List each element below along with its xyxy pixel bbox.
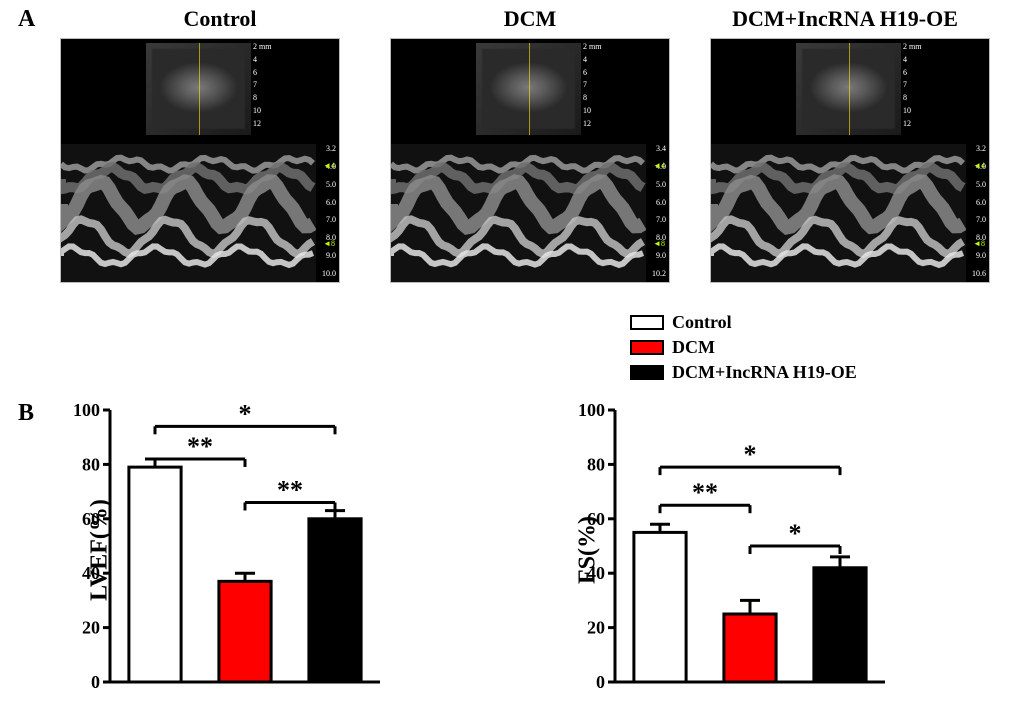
bmode-scale: 2 mm46781012 — [903, 41, 1015, 131]
legend-item: DCM — [630, 337, 857, 358]
svg-text:100: 100 — [578, 400, 605, 420]
bmode-image — [476, 43, 581, 135]
mmode-image — [391, 144, 646, 282]
legend-swatch — [630, 315, 664, 330]
svg-text:0: 0 — [91, 672, 100, 692]
svg-text:20: 20 — [82, 618, 100, 638]
svg-text:80: 80 — [82, 454, 100, 474]
svg-text:100: 100 — [73, 400, 100, 420]
svg-text:20: 20 — [587, 618, 605, 638]
echo-box-1: 2 mm467810123.44.05.06.07.08.09.010.2◄4◄… — [390, 38, 670, 283]
echo-box-0: 2 mm467810123.24.05.06.07.08.09.010.0◄4◄… — [60, 38, 340, 283]
mmode-marker: ◄8 — [323, 239, 335, 248]
mmode-marker: ◄8 — [973, 239, 985, 248]
svg-text:*: * — [239, 399, 252, 428]
mmode-image — [61, 144, 316, 282]
mmode-marker: ◄4 — [973, 161, 985, 170]
svg-text:*: * — [789, 519, 802, 548]
legend-swatch — [630, 365, 664, 380]
fs-chart: FS(%) 020406080100**** — [560, 400, 895, 700]
panel-b-label: B — [18, 400, 34, 427]
svg-text:0: 0 — [596, 672, 605, 692]
fs-ylabel: FS(%) — [575, 516, 602, 584]
mmode-marker: ◄4 — [323, 161, 335, 170]
bmode-image — [796, 43, 901, 135]
panel-a-label: A — [18, 6, 35, 33]
svg-text:*: * — [744, 440, 757, 469]
svg-text:80: 80 — [587, 454, 605, 474]
legend-label: Control — [672, 312, 732, 333]
lvef-chart: LVEF(%) 020406080100***** — [55, 400, 390, 700]
legend-label: DCM — [672, 337, 715, 358]
group-title-dcm-oe: DCM+IncRNA H19-OE — [700, 6, 990, 32]
legend-label: DCM+IncRNA H19-OE — [672, 362, 857, 383]
legend-swatch — [630, 340, 664, 355]
svg-text:**: ** — [277, 475, 303, 504]
svg-text:**: ** — [692, 478, 718, 507]
mmode-image — [711, 144, 966, 282]
svg-text:**: ** — [187, 432, 213, 461]
bmode-scale: 2 mm46781012 — [583, 41, 695, 131]
group-title-control: Control — [120, 6, 320, 32]
bmode-scale: 2 mm46781012 — [253, 41, 365, 131]
mmode-marker: ◄4 — [653, 161, 665, 170]
group-title-dcm: DCM — [450, 6, 610, 32]
legend: Control DCM DCM+IncRNA H19-OE — [630, 312, 857, 387]
legend-item: DCM+IncRNA H19-OE — [630, 362, 857, 383]
lvef-ylabel: LVEF(%) — [86, 499, 113, 601]
legend-item: Control — [630, 312, 857, 333]
echo-box-2: 2 mm467810123.24.05.06.07.08.09.010.6◄4◄… — [710, 38, 990, 283]
mmode-marker: ◄8 — [653, 239, 665, 248]
bmode-image — [146, 43, 251, 135]
